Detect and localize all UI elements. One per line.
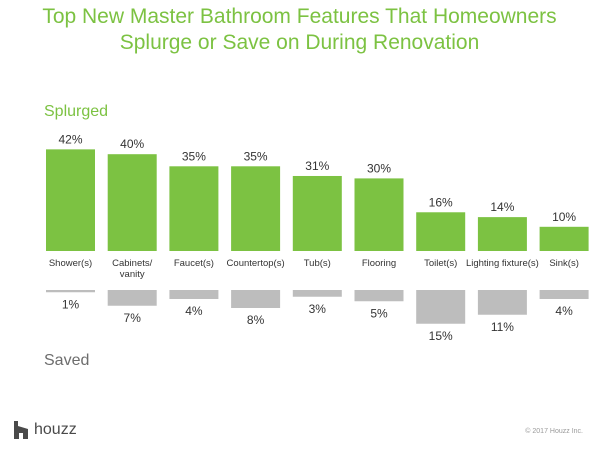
splurged-value-label: 42% xyxy=(58,132,82,146)
category-label: Lighting fixture(s) xyxy=(466,258,539,269)
category-label: Countertop(s) xyxy=(227,258,285,269)
chart-title: Top New Master Bathroom Features That Ho… xyxy=(0,4,599,56)
saved-label: Saved xyxy=(44,352,90,369)
category-label: Sink(s) xyxy=(549,258,579,269)
saved-bar xyxy=(107,290,157,306)
saved-bar xyxy=(416,290,466,324)
category-label: Tub(s) xyxy=(304,258,331,269)
saved-bar xyxy=(354,290,404,302)
saved-value-label: 4% xyxy=(185,304,203,318)
saved-value-label: 11% xyxy=(491,320,514,334)
chart-title-line-1: Top New Master Bathroom Features That Ho… xyxy=(42,5,557,28)
splurged-bar xyxy=(539,226,589,251)
splurged-value-label: 35% xyxy=(244,149,268,163)
splurged-bar xyxy=(416,212,466,251)
category-label: Cabinets/ xyxy=(112,258,152,269)
saved-value-label: 3% xyxy=(309,302,327,316)
houzz-logo: houzz xyxy=(14,421,77,439)
category-label: Faucet(s) xyxy=(174,258,214,269)
category-label: Toilet(s) xyxy=(424,258,457,269)
saved-bar xyxy=(231,290,281,308)
brand-name: houzz xyxy=(34,421,77,438)
category-label: vanity xyxy=(120,269,145,280)
saved-bar xyxy=(169,290,219,299)
saved-value-label: 5% xyxy=(370,306,388,320)
saved-bar xyxy=(46,290,95,293)
splurged-bar xyxy=(231,166,281,251)
splurged-bar xyxy=(292,175,342,251)
splurged-bar xyxy=(169,166,219,251)
splurged-value-label: 31% xyxy=(305,159,329,173)
splurged-value-label: 16% xyxy=(429,195,453,209)
saved-value-label: 7% xyxy=(124,311,142,325)
saved-bar xyxy=(539,290,589,299)
chart-title-line-2: Splurge or Save on During Renovation xyxy=(119,31,480,54)
saved-value-label: 4% xyxy=(555,304,573,318)
category-label: Shower(s) xyxy=(49,258,92,269)
saved-value-label: 15% xyxy=(429,329,453,343)
category-label: Flooring xyxy=(362,258,396,269)
saved-bar xyxy=(292,290,342,297)
splurged-bar xyxy=(354,178,404,251)
splurged-value-label: 10% xyxy=(552,210,576,224)
saved-bar xyxy=(477,290,527,315)
splurged-bar xyxy=(107,154,157,251)
splurged-value-label: 40% xyxy=(120,137,144,151)
splurged-bar xyxy=(46,149,95,251)
copyright-text: © 2017 Houzz Inc. xyxy=(525,428,583,435)
houzz-logo-icon xyxy=(14,421,28,439)
splurged-value-label: 14% xyxy=(490,200,514,214)
splurged-label: Splurged xyxy=(44,103,109,120)
saved-value-label: 8% xyxy=(247,313,265,327)
splurged-value-label: 35% xyxy=(182,149,206,163)
splurged-bar xyxy=(477,217,527,251)
splurged-value-label: 30% xyxy=(367,161,391,175)
saved-value-label: 1% xyxy=(62,297,80,311)
